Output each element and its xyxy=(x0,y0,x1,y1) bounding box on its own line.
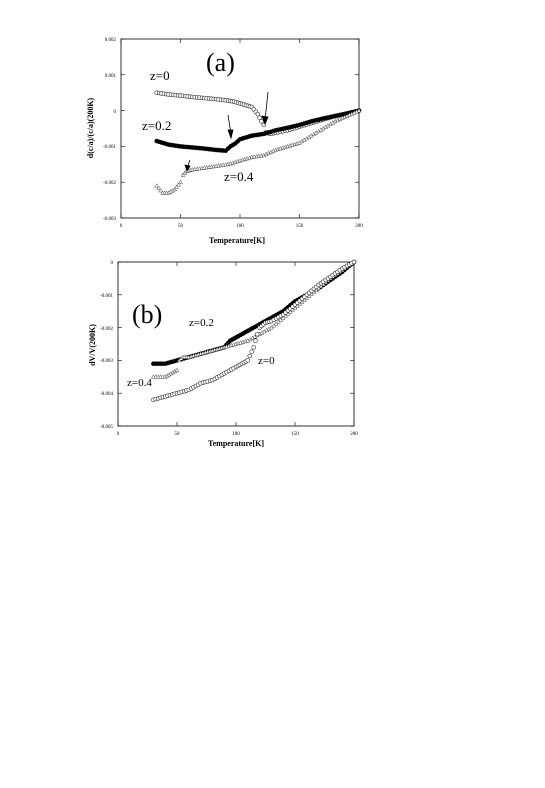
x-tick-label: 200 xyxy=(355,224,363,229)
y-axis-label-b: dV/V(200K) xyxy=(88,324,97,366)
x-axis-label-a: Temperature[K] xyxy=(209,236,265,245)
x-tick-label: 100 xyxy=(232,432,240,437)
y-tick-label: -0.003 xyxy=(103,217,116,222)
data-point-a-s0 xyxy=(255,111,261,117)
data-point-b-s2 xyxy=(351,259,357,265)
x-tick-label: 0 xyxy=(120,224,123,229)
data-point-b-s1 xyxy=(174,367,180,372)
y-tick-label: 0.001 xyxy=(105,74,117,79)
data-point-a-s2 xyxy=(356,108,362,113)
series-label-z02-a: z=0.2 xyxy=(142,118,171,133)
panel-label-b: (b) xyxy=(132,300,162,329)
y-tick-label: 0.002 xyxy=(105,38,117,43)
series-label-z04-b: z=0.4 xyxy=(127,377,152,389)
panel-label-a: (a) xyxy=(206,48,235,77)
y-tick-label: -0.003 xyxy=(100,359,113,364)
data-point-a-s2 xyxy=(158,188,163,193)
axis-ticks-a xyxy=(120,38,360,219)
y-axis-label-a: d(c/a)/(c/a)(200K) xyxy=(86,97,95,158)
y-tick-label: -0.002 xyxy=(100,327,113,332)
data-point-a-s2 xyxy=(174,184,179,189)
y-tick-label: -0.001 xyxy=(100,294,113,299)
y-tick-label: -0.001 xyxy=(103,145,116,150)
chart-a: 0.002 0.001 0 -0.001 -0.002 -0.003 0 50 … xyxy=(86,38,363,245)
y-tick-label: -0.005 xyxy=(100,425,113,430)
data-point-b-s2 xyxy=(247,353,253,359)
y-tick-label: 0 xyxy=(114,110,117,115)
y-tick-label: 0 xyxy=(111,261,114,266)
x-tick-label: 0 xyxy=(117,432,120,437)
series-label-z04-a: z=0.4 xyxy=(224,169,254,184)
data-point-a-s2 xyxy=(154,183,160,188)
data-point-a-s0 xyxy=(257,115,262,121)
series-label-z0-a: z=0 xyxy=(150,68,170,83)
x-tick-label: 150 xyxy=(291,432,299,437)
arrow-markers-a xyxy=(184,91,269,172)
series-label-z0-b: z=0 xyxy=(258,355,275,367)
data-point-b-s2 xyxy=(245,358,251,363)
data-point-a-s2 xyxy=(176,182,181,187)
data-point-b-s2 xyxy=(251,345,256,350)
series-label-z02-b: z=0.2 xyxy=(189,317,214,329)
axis-ticks-b xyxy=(117,261,355,427)
data-point-a-s0 xyxy=(259,119,264,124)
x-tick-label: 100 xyxy=(236,224,244,229)
data-point-a-s2 xyxy=(178,179,183,184)
y-tick-label: -0.004 xyxy=(100,392,113,397)
x-tick-label: 150 xyxy=(296,224,304,229)
data-points-a xyxy=(154,90,362,195)
chart-b: 0 -0.001 -0.002 -0.003 -0.004 -0.005 0 5… xyxy=(88,259,358,448)
data-point-b-s2 xyxy=(254,331,260,337)
x-tick-label: 200 xyxy=(350,432,358,437)
data-point-a-s2 xyxy=(172,186,177,192)
x-axis-label-b: Temperature[K] xyxy=(208,439,264,448)
data-point-a-s2 xyxy=(156,185,162,190)
data-points-b xyxy=(151,259,357,403)
data-point-b-s2 xyxy=(249,349,254,354)
y-tick-label: -0.002 xyxy=(103,181,116,186)
data-point-b-s2 xyxy=(253,338,258,343)
x-tick-label: 50 xyxy=(175,432,181,437)
x-tick-label: 50 xyxy=(178,224,184,229)
